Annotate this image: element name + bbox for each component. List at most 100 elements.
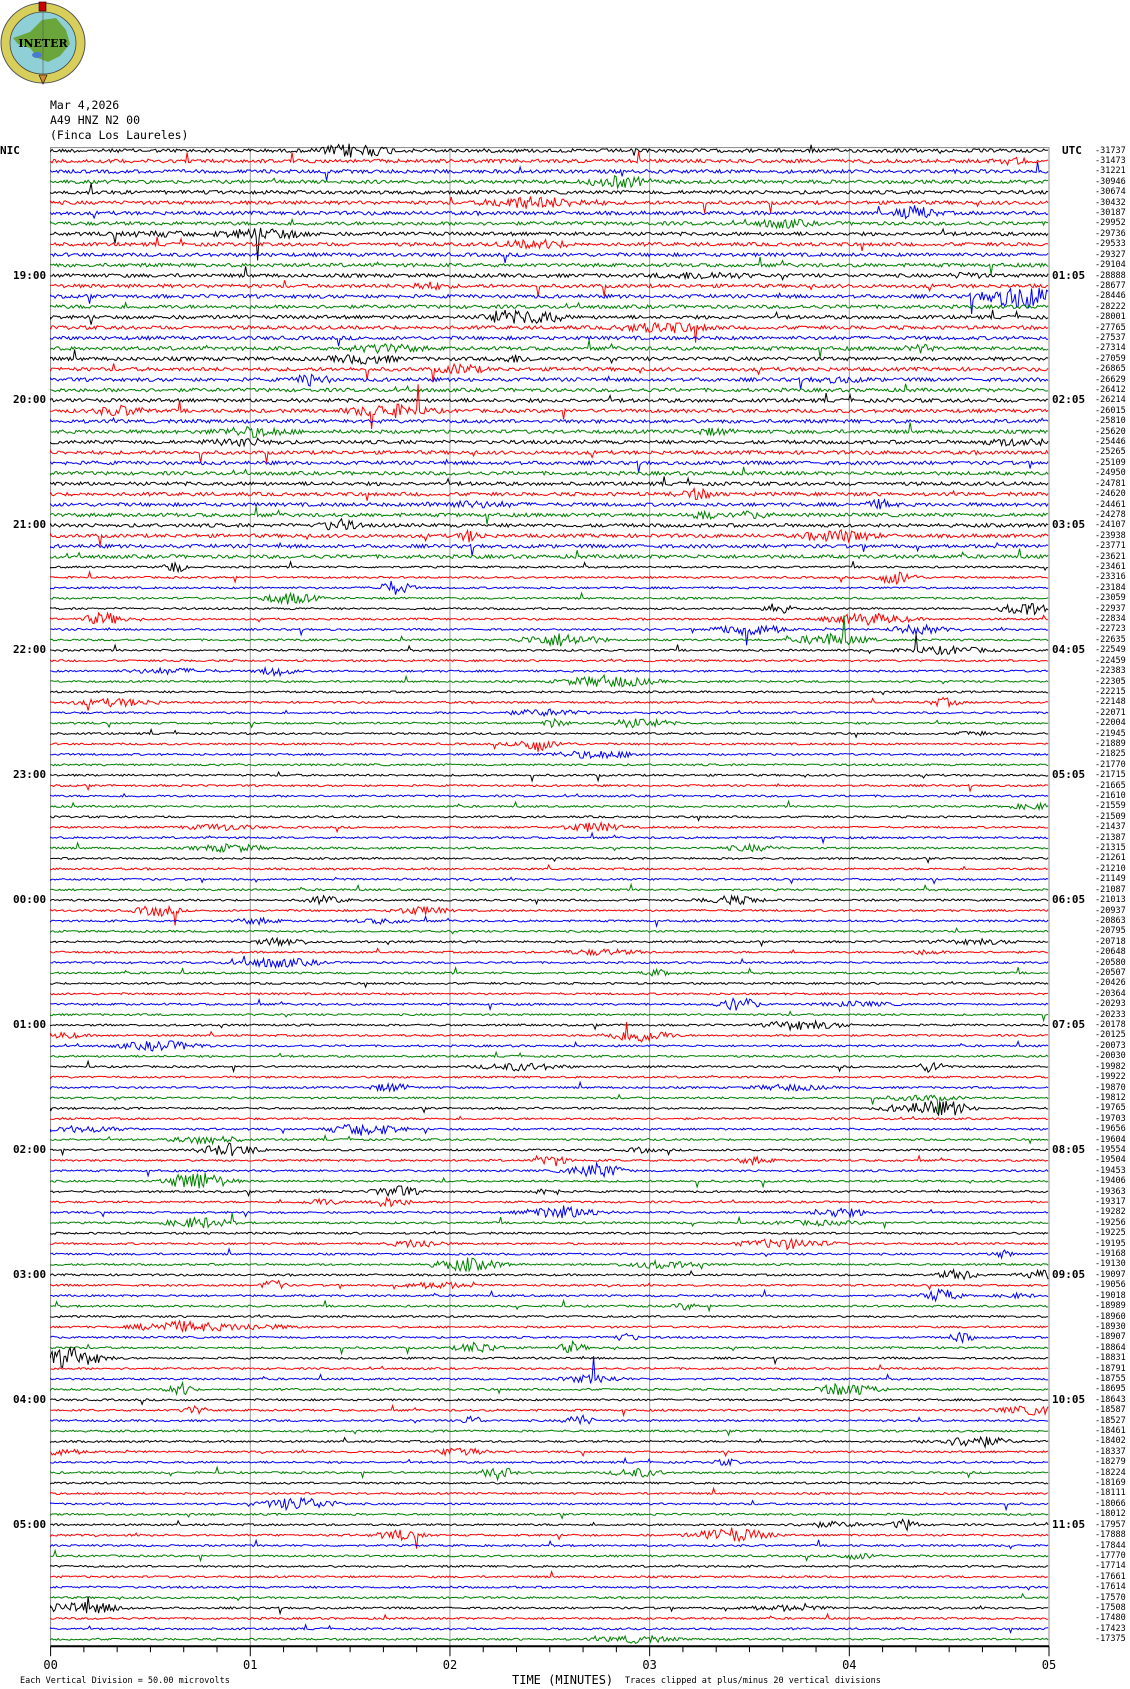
right-hour-label: 02:05 — [1052, 393, 1086, 407]
trace-line — [50, 1237, 1049, 1251]
right-hour-label: 09:05 — [1052, 1267, 1086, 1281]
trace-offset-label: -19256 — [1095, 1217, 1126, 1228]
trace-line — [50, 334, 1049, 347]
trace-offset-label: -23059 — [1095, 593, 1126, 604]
trace-offset-label: -28446 — [1095, 291, 1126, 302]
trace-line — [50, 256, 1049, 275]
trace-offset-label: -25265 — [1095, 447, 1126, 458]
trace-offset-label: -21610 — [1095, 791, 1126, 802]
trace-offset-label: -27059 — [1095, 353, 1126, 364]
left-hour-label: 05:00 — [13, 1517, 47, 1531]
trace-line — [50, 690, 1049, 696]
left-hour-label: 22:00 — [13, 643, 47, 657]
trace-line — [50, 1339, 1049, 1356]
trace-line — [50, 673, 1049, 688]
trace-line — [50, 383, 1049, 393]
trace-line — [50, 1279, 1049, 1291]
trace-line — [50, 1212, 1049, 1230]
trace-offset-label: -22834 — [1095, 614, 1126, 625]
trace-line — [50, 1331, 1049, 1345]
right-hour-label: 10:05 — [1052, 1392, 1086, 1406]
trace-offset-label: -23938 — [1095, 530, 1126, 541]
trace-line — [50, 174, 1049, 190]
trace-line — [50, 611, 1049, 627]
trace-line — [50, 1512, 1049, 1520]
trace-line — [50, 1363, 1049, 1371]
left-hour-label: 02:00 — [13, 1142, 47, 1156]
trace-offset-label: -19363 — [1095, 1186, 1126, 1197]
trace-offset-label: -19406 — [1095, 1176, 1126, 1187]
trace-offset-label: -17480 — [1095, 1613, 1126, 1624]
trace-offset-label: -19317 — [1095, 1197, 1126, 1207]
trace-line — [50, 1115, 1049, 1121]
trace-line — [50, 904, 1049, 926]
trace-line — [50, 528, 1049, 546]
trace-line — [50, 497, 1049, 510]
trace-offset-label: -21889 — [1095, 738, 1126, 749]
right-timezone-label: UTC — [1062, 144, 1082, 157]
trace-line — [50, 487, 1049, 501]
trace-offset-label: -28888 — [1095, 270, 1126, 281]
trace-offset-label: -23184 — [1095, 582, 1126, 593]
trace-line — [50, 997, 1049, 1012]
trace-line — [50, 863, 1049, 871]
trace-line — [50, 1480, 1049, 1485]
trace-line — [50, 392, 1049, 404]
trace-line — [50, 1019, 1049, 1032]
trace-line — [50, 1356, 1049, 1384]
trace-offset-label: -20125 — [1095, 1030, 1126, 1041]
trace-offset-label: -19982 — [1095, 1061, 1126, 1072]
trace-line — [50, 856, 1049, 864]
trace-offset-label: -21087 — [1095, 884, 1126, 895]
trace-offset-label: -29327 — [1095, 249, 1126, 260]
trace-line — [50, 770, 1049, 783]
trace-offset-label: -18695 — [1095, 1384, 1126, 1395]
trace-offset-label: -19604 — [1095, 1134, 1126, 1145]
trace-offset-label: -21437 — [1095, 822, 1126, 833]
trace-offset-label: -22723 — [1095, 624, 1126, 635]
trace-offset-label: -19195 — [1095, 1238, 1126, 1249]
trace-offset-label: -17570 — [1095, 1592, 1126, 1603]
trace-offset-label: -21825 — [1095, 749, 1126, 760]
trace-line — [50, 1161, 1049, 1179]
trace-offset-label: -22215 — [1095, 686, 1126, 697]
trace-offset-label: -17888 — [1095, 1530, 1126, 1541]
trace-line — [50, 236, 1049, 252]
trace-offset-label: -24107 — [1095, 520, 1126, 531]
trace-line — [50, 1010, 1049, 1023]
trace-line — [50, 1230, 1049, 1235]
trace-offset-label: -19765 — [1095, 1103, 1126, 1114]
trace-offset-label: -20937 — [1095, 905, 1126, 916]
trace-offset-label: -21315 — [1095, 843, 1126, 854]
trace-offset-label: -20863 — [1095, 915, 1126, 926]
channel-label: A49 HNZ N2 00 — [50, 113, 141, 127]
trace-offset-label: -21665 — [1095, 780, 1126, 791]
trace-offset-label: -20178 — [1095, 1020, 1126, 1031]
trace-line — [50, 449, 1049, 464]
trace-offset-label: -17770 — [1095, 1550, 1126, 1561]
trace-offset-label: -19554 — [1095, 1144, 1126, 1155]
trace-offset-label: -25109 — [1095, 457, 1126, 468]
trace-line — [50, 783, 1049, 793]
trace-offset-label: -17375 — [1095, 1634, 1126, 1645]
trace-offset-label: -28001 — [1095, 312, 1126, 323]
trace-line — [50, 506, 1049, 525]
trace-offset-label: -20426 — [1095, 978, 1126, 989]
trace-line — [50, 815, 1049, 822]
trace-line — [50, 876, 1049, 885]
trace-line — [50, 1287, 1049, 1303]
trace-line — [50, 1074, 1049, 1080]
trace-offset-label: -21770 — [1095, 759, 1126, 770]
trace-line — [50, 1585, 1049, 1591]
trace-line — [50, 1538, 1049, 1550]
trace-line — [50, 437, 1049, 448]
trace-line — [50, 196, 1049, 214]
trace-offset-label: -19225 — [1095, 1228, 1126, 1239]
trace-line — [50, 287, 1049, 315]
trace-offset-label: -26865 — [1095, 364, 1126, 375]
trace-offset-label: -21715 — [1095, 770, 1126, 781]
trace-line — [50, 792, 1049, 798]
trace-line — [50, 820, 1049, 834]
trace-offset-label: -17714 — [1095, 1561, 1126, 1572]
trace-offset-label: -25446 — [1095, 437, 1126, 448]
